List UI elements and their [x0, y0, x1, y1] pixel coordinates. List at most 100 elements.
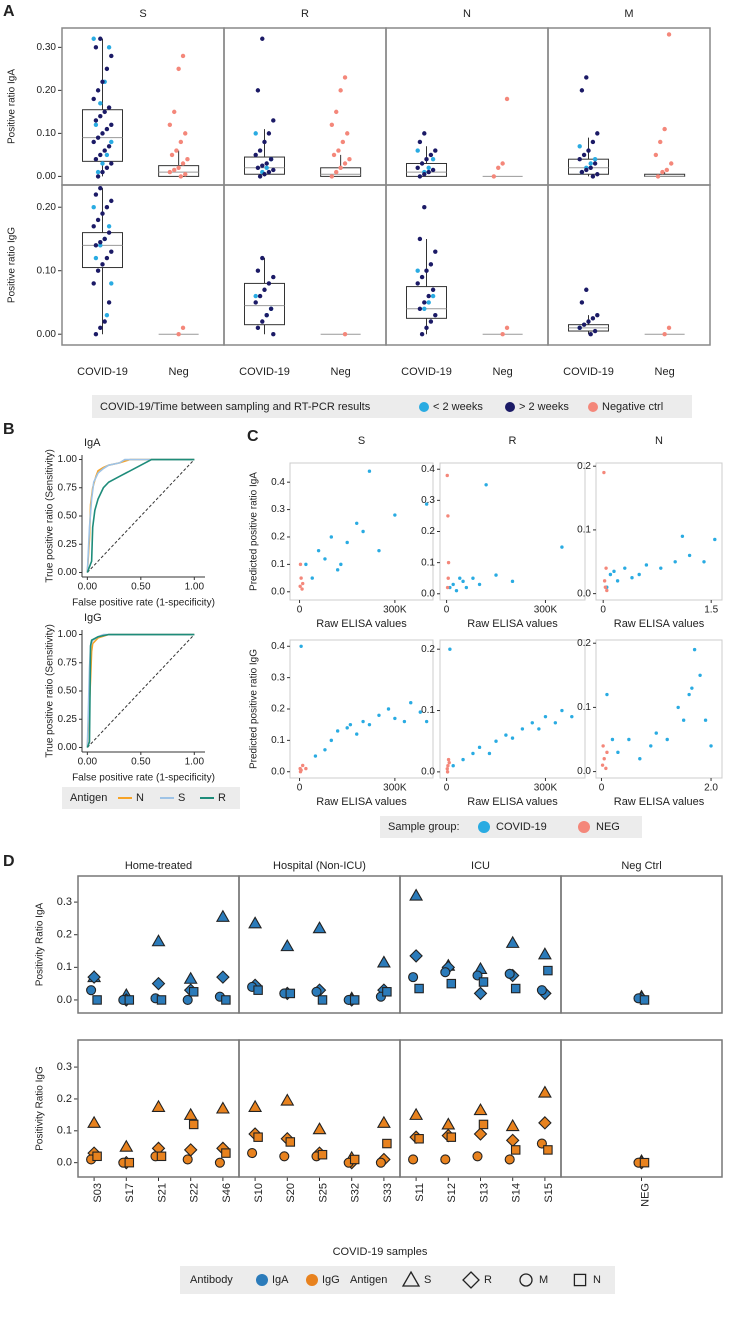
y-tick-label: 0.00	[37, 329, 57, 340]
point	[100, 79, 105, 84]
x-tick-label: 0.00	[78, 582, 98, 593]
point	[382, 987, 392, 997]
point	[266, 131, 272, 136]
point	[500, 161, 505, 166]
point	[478, 977, 489, 987]
point	[124, 995, 135, 1005]
y-tick-label: 0.0	[271, 766, 285, 777]
point	[355, 732, 359, 736]
point	[100, 161, 105, 166]
panel-frame	[595, 462, 723, 601]
point	[106, 45, 112, 50]
point	[255, 165, 261, 170]
point	[448, 647, 452, 651]
x-tick-label: S03	[92, 1183, 104, 1203]
point	[417, 306, 423, 312]
y-tick-label: 0.1	[577, 702, 591, 713]
y-axis-label: Positive ratio IgA	[7, 69, 18, 144]
facet-frame	[385, 184, 549, 346]
legend-title: Antibody	[190, 1274, 233, 1286]
point	[428, 319, 434, 324]
legend-swatch	[588, 402, 598, 412]
point	[106, 230, 112, 235]
point	[424, 502, 429, 506]
x-tick-label: 0.50	[131, 757, 151, 768]
point	[336, 148, 341, 153]
point	[180, 325, 186, 331]
point	[255, 325, 261, 331]
point	[255, 88, 261, 93]
point	[520, 727, 525, 731]
point	[169, 152, 175, 158]
point	[214, 1157, 225, 1168]
point	[577, 325, 582, 331]
point	[445, 767, 449, 771]
point	[310, 576, 314, 580]
point	[298, 584, 302, 588]
facet-title: M	[624, 8, 633, 20]
point	[215, 909, 230, 922]
point	[669, 161, 674, 166]
box	[244, 156, 285, 175]
point	[345, 131, 350, 136]
point	[446, 576, 450, 580]
x-tick-label: 300K	[534, 783, 558, 794]
point	[676, 705, 680, 710]
point	[119, 1139, 134, 1152]
point	[313, 754, 318, 758]
y-tick-label: 0.3	[57, 1061, 72, 1073]
point	[100, 131, 105, 136]
point	[93, 255, 99, 261]
facet-frame	[547, 184, 711, 346]
point	[312, 921, 327, 934]
point	[285, 988, 296, 999]
point	[623, 566, 627, 570]
x-axis-label: Raw ELISA values	[316, 618, 407, 630]
x-tick-label: 300K	[534, 605, 558, 616]
point	[543, 714, 548, 719]
point	[584, 75, 589, 80]
point	[415, 148, 420, 153]
point	[473, 986, 488, 1001]
point	[95, 174, 101, 179]
point	[422, 172, 427, 177]
panel-label: A	[3, 3, 15, 20]
point	[300, 587, 304, 591]
legend-title: Antigen	[350, 1274, 387, 1286]
facet-frame	[385, 27, 549, 186]
x-tick-label: S11	[414, 1183, 426, 1202]
point	[271, 167, 276, 173]
x-tick-label: 0	[297, 605, 303, 616]
point	[262, 139, 267, 145]
point	[393, 513, 397, 517]
point	[91, 36, 96, 41]
legend-swatch	[478, 821, 490, 833]
point	[334, 169, 339, 175]
point	[430, 287, 436, 292]
point	[570, 714, 574, 719]
point	[109, 53, 114, 59]
x-tick-label: COVID-19	[401, 366, 452, 378]
x-tick-label: S32	[350, 1183, 362, 1203]
point	[560, 545, 564, 549]
point	[342, 75, 348, 80]
legend-label: M	[539, 1274, 548, 1286]
point	[419, 332, 425, 337]
panel-title: IgG	[84, 612, 102, 624]
point	[473, 1102, 488, 1116]
legend-swatch	[505, 402, 515, 412]
point	[266, 169, 272, 175]
legend-label: NEG	[596, 821, 620, 833]
point	[104, 165, 110, 170]
point	[610, 737, 615, 742]
point	[124, 1157, 135, 1168]
facet-title: S	[139, 8, 146, 20]
point	[323, 557, 327, 561]
point	[178, 174, 184, 179]
point	[93, 332, 99, 337]
point	[264, 161, 269, 166]
legend-label: N	[593, 1274, 601, 1286]
point	[446, 514, 450, 518]
point	[376, 1115, 391, 1128]
point	[537, 1085, 552, 1098]
